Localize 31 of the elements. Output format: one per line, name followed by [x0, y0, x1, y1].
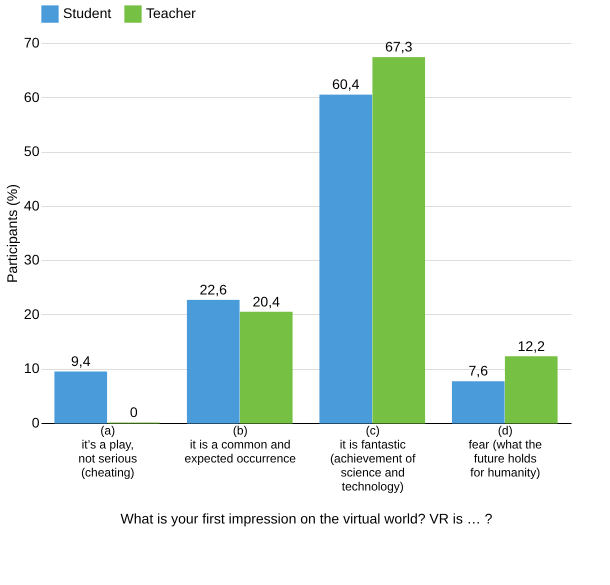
bar [504, 356, 558, 424]
x-tick-label: (b) it is a common and expected occurrence [184, 424, 296, 466]
data-label: 67,3 [385, 38, 413, 55]
y-tick-label: 40 [24, 197, 40, 214]
legend-label: Student [63, 5, 112, 22]
data-label: 12,2 [518, 338, 546, 354]
bar [186, 300, 240, 424]
y-tick-label: 70 [24, 34, 40, 50]
y-tick-label: 20 [24, 306, 40, 322]
bar [452, 381, 505, 424]
x-axis-title: What is your first impression on the virtual world? VR is … ? [120, 510, 493, 526]
legend-label: Teacher [146, 5, 196, 22]
x-tick-label: (a) it’s a play, not serious (cheating) [78, 424, 138, 480]
data-label: 20,4 [252, 293, 280, 310]
y-tick-label: 10 [24, 360, 40, 376]
x-tick-label: (c) it is fantastic (achievement of science and technology) [330, 424, 416, 494]
bar [54, 371, 108, 424]
y-tick-label: 60 [24, 88, 40, 105]
bar [372, 57, 426, 424]
y-tick-label: 0 [32, 414, 40, 430]
data-label: 0 [130, 404, 138, 420]
data-label: 22,6 [200, 281, 228, 298]
x-tick-label: (d) fear (what the future holds for humanity) [468, 424, 542, 480]
data-label: 60,4 [332, 76, 360, 92]
bar [240, 312, 293, 424]
data-label: 7,6 [468, 362, 488, 379]
bar [319, 94, 372, 424]
y-axis-title: Participants (%) [4, 184, 20, 283]
y-tick-label: 30 [24, 252, 40, 268]
data-label: 9,4 [71, 352, 91, 369]
y-tick-label: 50 [24, 143, 40, 160]
